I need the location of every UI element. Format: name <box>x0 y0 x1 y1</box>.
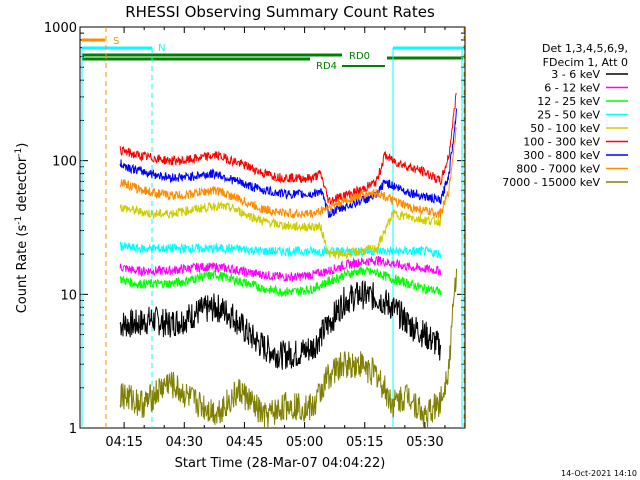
y-tick-label: 1 <box>69 422 77 437</box>
s-label: S <box>113 36 119 47</box>
state-overlays: S N RD0 RD4 <box>81 27 465 428</box>
x-tick-label: 05:30 <box>406 435 443 450</box>
legend-item-label: 25 - 50 keV <box>537 109 600 122</box>
x-tick-label: 04:15 <box>105 435 142 450</box>
legend-header-line2: FDecim 1, Att 0 <box>543 56 628 69</box>
legend-item-label: 7000 - 15000 keV <box>502 176 600 189</box>
series-line <box>119 127 457 220</box>
rd0-label: RD0 <box>349 51 370 62</box>
legend-item-label: 50 - 100 keV <box>530 122 600 135</box>
legend-item-label: 3 - 6 keV <box>551 68 600 81</box>
x-tick-label: 05:15 <box>346 435 383 450</box>
y-tick-label: 100 <box>52 155 77 170</box>
x-tick-label: 04:45 <box>226 435 263 450</box>
timestamp: 14-Oct-2021 14:10 <box>561 469 637 478</box>
data-series <box>119 92 457 429</box>
x-tick-label: 04:30 <box>166 435 203 450</box>
series-line <box>119 241 442 259</box>
y-tick-label: 10 <box>60 288 77 303</box>
series-line <box>119 268 457 429</box>
y-tick-label: 1000 <box>44 21 77 36</box>
series-line <box>119 108 457 218</box>
rd4-label: RD4 <box>316 61 337 72</box>
legend-item-label: 800 - 7000 keV <box>516 163 600 176</box>
x-axis-ticks: 04:15 04:30 04:45 05:00 05:15 05:30 <box>105 27 446 450</box>
series-line <box>119 92 457 206</box>
legend-item-label: 6 - 12 keV <box>544 82 600 95</box>
legend-item-label: 12 - 25 keV <box>537 95 600 108</box>
x-tick-label: 05:00 <box>286 435 323 450</box>
legend-header-line1: Det 1,3,4,5,6,9, <box>542 42 628 55</box>
n-label: N <box>158 43 165 54</box>
legend-item-label: 300 - 800 keV <box>523 149 600 162</box>
series-line <box>119 265 442 298</box>
series-line <box>119 255 442 282</box>
chart-title: RHESSI Observing Summary Count Rates <box>125 3 435 21</box>
series-line <box>119 279 442 370</box>
legend: Det 1,3,4,5,6,9, FDecim 1, Att 0 3 - 6 k… <box>502 42 628 189</box>
y-axis-ticks: 1 10 100 1000 <box>44 21 465 437</box>
y-axis-label: Count Rate (s-1 detector-1) <box>14 143 30 314</box>
legend-item-label: 100 - 300 keV <box>523 136 600 149</box>
series-line <box>119 200 442 260</box>
plot-frame <box>79 26 466 429</box>
x-axis-label: Start Time (28-Mar-07 04:04:22) <box>175 456 386 471</box>
